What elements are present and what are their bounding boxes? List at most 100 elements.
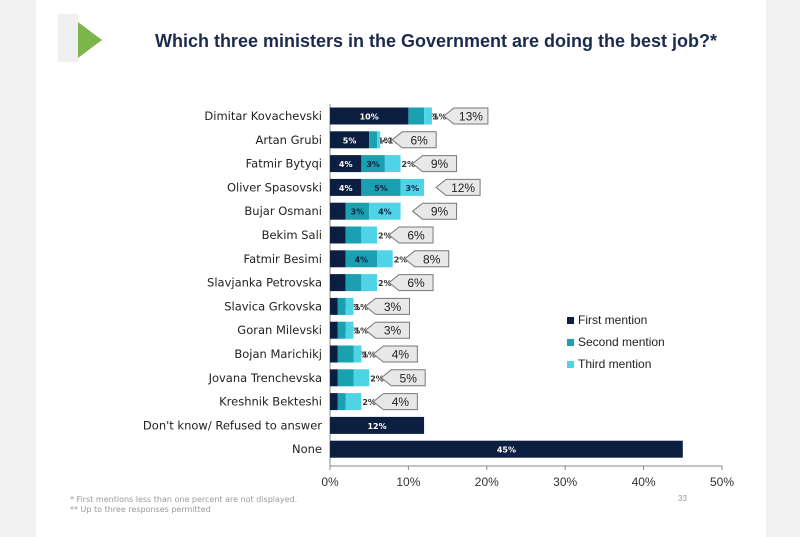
play-arrow-logo bbox=[58, 14, 102, 62]
chart-title: Which three ministers in the Government … bbox=[154, 31, 718, 51]
third-mention-label: 4% bbox=[378, 208, 392, 217]
third-mention-label: 1% bbox=[433, 113, 447, 122]
first-mention-label: 12% bbox=[367, 422, 386, 431]
x-tick-label: 30% bbox=[553, 475, 577, 489]
category-label: Slavjanka Petrovska bbox=[207, 276, 322, 290]
third-mention-label: 2% bbox=[394, 255, 408, 264]
category-label: Dimitar Kovachevski bbox=[204, 109, 322, 123]
second-mention-label: 5% bbox=[374, 184, 388, 193]
second-mention-label: 3% bbox=[366, 160, 380, 169]
second-mention-bar bbox=[337, 393, 346, 411]
total-label: 13% bbox=[459, 110, 483, 124]
x-tick-label: 20% bbox=[475, 475, 499, 489]
total-label: 9% bbox=[431, 157, 449, 171]
third-mention-label: 1% bbox=[362, 351, 376, 360]
total-callout bbox=[364, 321, 411, 339]
category-label: Bujar Osmani bbox=[244, 204, 322, 218]
total-callout bbox=[443, 107, 489, 125]
third-mention-label: 1% bbox=[355, 327, 369, 336]
first-mention-bar bbox=[330, 297, 338, 315]
total-callout bbox=[372, 393, 418, 411]
third-mention-bar bbox=[377, 131, 381, 149]
second-mention-bar bbox=[345, 202, 370, 220]
first-mention-bar bbox=[330, 369, 338, 387]
third-mention-bar bbox=[353, 345, 362, 363]
first-mention-bar bbox=[330, 250, 346, 268]
second-mention-bar bbox=[337, 321, 346, 339]
legend-label: Third mention bbox=[578, 357, 651, 371]
legend-swatch bbox=[567, 361, 574, 368]
footnote-2: ** Up to three responses permitted bbox=[70, 505, 211, 514]
second-mention-bar bbox=[345, 274, 362, 292]
total-label: 3% bbox=[384, 300, 402, 314]
first-mention-label: 10% bbox=[360, 113, 379, 122]
total-callout bbox=[388, 274, 434, 292]
third-mention-bar bbox=[424, 107, 432, 125]
category-label: None bbox=[292, 442, 322, 456]
third-mention-bar bbox=[361, 226, 378, 244]
total-callout bbox=[435, 178, 481, 196]
second-mention-bar bbox=[337, 297, 346, 315]
total-callout bbox=[411, 202, 458, 220]
first-mention-bar bbox=[330, 107, 409, 125]
total-callout bbox=[391, 131, 437, 149]
page-number: 33 bbox=[678, 494, 687, 503]
total-callout bbox=[411, 155, 458, 173]
total-label: 8% bbox=[423, 252, 441, 266]
second-mention-label: 4% bbox=[355, 255, 369, 264]
first-mention-bar bbox=[330, 155, 362, 173]
total-callout bbox=[364, 297, 411, 315]
total-callout bbox=[380, 369, 426, 387]
third-mention-bar bbox=[345, 297, 354, 315]
total-callout bbox=[388, 226, 434, 244]
second-mention-bar bbox=[369, 131, 378, 149]
category-label: Artan Grubi bbox=[255, 133, 322, 147]
first-mention-bar bbox=[330, 178, 362, 196]
category-label: Bojan Marichikj bbox=[234, 347, 322, 361]
legend-label: Second mention bbox=[578, 335, 665, 349]
third-mention-label: 2% bbox=[378, 232, 392, 241]
legend-swatch bbox=[567, 317, 574, 324]
category-label: Fatmir Besimi bbox=[244, 252, 322, 266]
first-mention-label: 4% bbox=[339, 184, 353, 193]
second-mention-bar bbox=[361, 178, 401, 196]
third-mention-bar bbox=[377, 250, 393, 268]
total-label: 9% bbox=[431, 205, 449, 219]
first-mention-bar bbox=[330, 226, 346, 244]
third-mention-bar bbox=[345, 393, 362, 411]
x-tick-label: 10% bbox=[396, 475, 420, 489]
total-label: 6% bbox=[411, 133, 429, 147]
x-tick-label: 0% bbox=[321, 475, 339, 489]
category-label: Don't know/ Refused to answer bbox=[143, 418, 322, 432]
first-mention-label: 45% bbox=[497, 446, 516, 455]
first-mention-bar bbox=[330, 202, 346, 220]
third-mention-label: <1% bbox=[381, 136, 401, 145]
total-callout bbox=[403, 250, 450, 268]
third-mention-bar bbox=[384, 155, 401, 173]
total-callout bbox=[372, 345, 418, 363]
third-mention-label: 2% bbox=[370, 374, 384, 383]
third-mention-label: 2% bbox=[378, 279, 392, 288]
third-mention-label: 2% bbox=[362, 398, 376, 407]
category-label: Jovana Trenchevska bbox=[208, 371, 322, 385]
total-label: 6% bbox=[407, 276, 425, 290]
first-mention-bar bbox=[330, 345, 338, 363]
x-tick-label: 40% bbox=[632, 475, 656, 489]
chart: 0% 10% 20% 30% 40% 50% Dimitar Kovachevski 10% 2… bbox=[143, 104, 734, 489]
third-mention-label: 1% bbox=[355, 303, 369, 312]
category-label: Fatmir Bytyqi bbox=[246, 157, 322, 171]
total-label: 12% bbox=[451, 181, 475, 195]
total-label: 3% bbox=[384, 324, 402, 338]
third-mention-bar bbox=[400, 178, 425, 196]
footnote-1: * First mentions less than one percent a… bbox=[70, 495, 298, 504]
third-mention-bar bbox=[361, 274, 378, 292]
second-mention-bar bbox=[345, 250, 378, 268]
total-label: 6% bbox=[407, 229, 425, 243]
category-label: Oliver Spasovski bbox=[227, 180, 322, 194]
total-label: 5% bbox=[400, 371, 418, 385]
third-mention-label: 3% bbox=[406, 184, 420, 193]
third-mention-label: 2% bbox=[402, 160, 416, 169]
legend-swatch bbox=[567, 339, 574, 346]
total-label: 4% bbox=[392, 348, 410, 362]
second-mention-label: 3% bbox=[351, 208, 365, 217]
